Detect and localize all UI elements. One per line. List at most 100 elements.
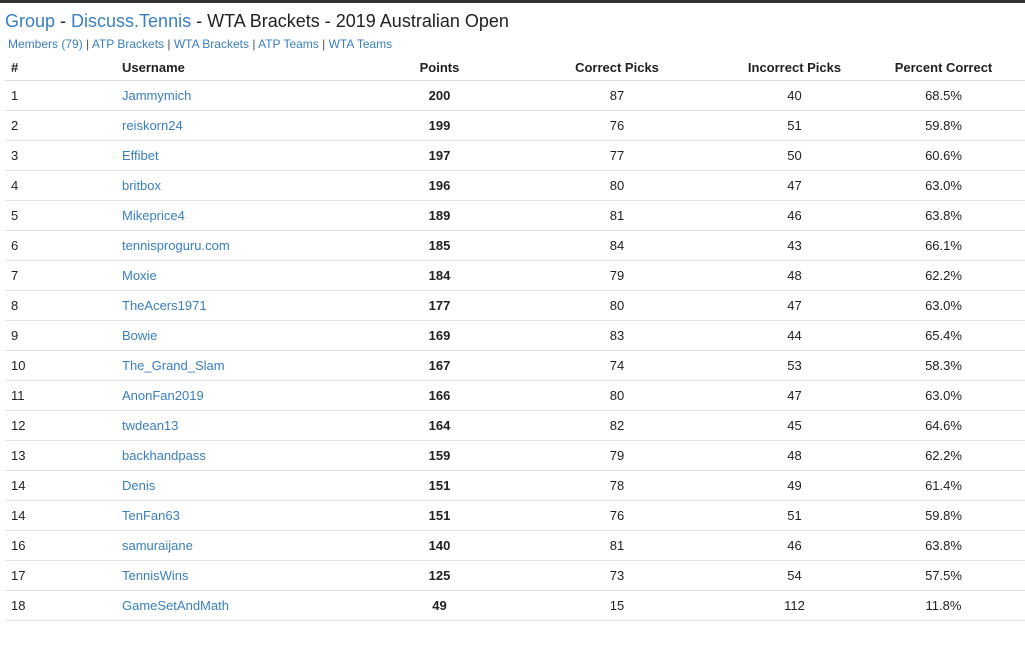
rank-cell: 1	[5, 80, 122, 111]
sub-navigation: Members (79) | ATP Brackets | WTA Bracke…	[8, 37, 1025, 51]
percent-correct-cell: 57.5%	[862, 560, 1025, 591]
username-link[interactable]: Moxie	[122, 268, 157, 283]
percent-correct-cell: 63.8%	[862, 200, 1025, 231]
points-cell: 199	[372, 110, 507, 141]
percent-correct-cell: 61.4%	[862, 470, 1025, 501]
username-link[interactable]: backhandpass	[122, 448, 206, 463]
username-cell: britbox	[122, 170, 372, 201]
members-link[interactable]: Members (79)	[8, 37, 83, 51]
username-link[interactable]: GameSetAndMath	[122, 598, 229, 613]
table-row: 16 samuraijane 140 81 46 63.8%	[5, 530, 1025, 561]
username-link[interactable]: twdean13	[122, 418, 179, 433]
incorrect-picks-cell: 47	[727, 290, 862, 321]
atp-brackets-link[interactable]: ATP Brackets	[91, 37, 165, 51]
percent-correct-cell: 63.0%	[862, 170, 1025, 201]
correct-picks-cell: 79	[507, 260, 727, 291]
username-cell: Bowie	[122, 320, 372, 351]
page-title: Group - Discuss.Tennis - WTA Brackets - …	[5, 10, 1025, 32]
rank-cell: 14	[5, 500, 122, 531]
username-link[interactable]: Bowie	[122, 328, 158, 343]
rank-cell: 4	[5, 170, 122, 201]
rank-cell: 2	[5, 110, 122, 141]
username-link[interactable]: tennisproguru.com	[122, 238, 230, 253]
points-cell: 197	[372, 140, 507, 171]
username-link[interactable]: Effibet	[122, 148, 159, 163]
username-link[interactable]: The_Grand_Slam	[122, 358, 225, 373]
username-cell: samuraijane	[122, 530, 372, 561]
percent-correct-cell: 63.0%	[862, 380, 1025, 411]
incorrect-picks-cell: 48	[727, 260, 862, 291]
column-header-rank: #	[5, 54, 122, 81]
correct-picks-cell: 76	[507, 110, 727, 141]
percent-correct-cell: 68.5%	[862, 80, 1025, 111]
rank-cell: 6	[5, 230, 122, 261]
rank-cell: 13	[5, 440, 122, 471]
nav-divider: |	[318, 37, 329, 51]
username-link[interactable]: samuraijane	[122, 538, 193, 553]
incorrect-picks-cell: 51	[727, 500, 862, 531]
incorrect-picks-cell: 46	[727, 200, 862, 231]
username-link[interactable]: Mikeprice4	[122, 208, 185, 223]
column-header-correct: Correct Picks	[507, 54, 727, 81]
table-row: 18 GameSetAndMath 49 15 112 11.8%	[5, 590, 1025, 621]
wta-teams-link[interactable]: WTA Teams	[328, 37, 393, 51]
correct-picks-cell: 79	[507, 440, 727, 471]
username-cell: AnonFan2019	[122, 380, 372, 411]
points-cell: 125	[372, 560, 507, 591]
table-row: 8 TheAcers1971 177 80 47 63.0%	[5, 290, 1025, 321]
rank-cell: 5	[5, 200, 122, 231]
table-row: 5 Mikeprice4 189 81 46 63.8%	[5, 200, 1025, 231]
rank-cell: 14	[5, 470, 122, 501]
percent-correct-cell: 60.6%	[862, 140, 1025, 171]
username-link[interactable]: reiskorn24	[122, 118, 183, 133]
table-header-row: # Username Points Correct Picks Incorrec…	[5, 54, 1025, 81]
rank-cell: 17	[5, 560, 122, 591]
username-cell: backhandpass	[122, 440, 372, 471]
atp-teams-link[interactable]: ATP Teams	[258, 37, 319, 51]
username-link[interactable]: Denis	[122, 478, 156, 493]
column-header-incorrect: Incorrect Picks	[727, 54, 862, 81]
username-link[interactable]: TennisWins	[122, 568, 189, 583]
table-row: 6 tennisproguru.com 185 84 43 66.1%	[5, 230, 1025, 261]
correct-picks-cell: 73	[507, 560, 727, 591]
username-link[interactable]: AnonFan2019	[122, 388, 204, 403]
correct-picks-cell: 76	[507, 500, 727, 531]
percent-correct-cell: 58.3%	[862, 350, 1025, 381]
table-row: 7 Moxie 184 79 48 62.2%	[5, 260, 1025, 291]
username-cell: Effibet	[122, 140, 372, 171]
site-link[interactable]: Discuss.Tennis	[71, 11, 192, 31]
table-row: 14 TenFan63 151 76 51 59.8%	[5, 500, 1025, 531]
nav-divider: |	[164, 37, 174, 51]
percent-correct-cell: 66.1%	[862, 230, 1025, 261]
username-cell: twdean13	[122, 410, 372, 441]
username-link[interactable]: Jammymich	[122, 88, 192, 103]
rank-cell: 3	[5, 140, 122, 171]
rank-cell: 7	[5, 260, 122, 291]
table-row: 12 twdean13 164 82 45 64.6%	[5, 410, 1025, 441]
column-header-username: Username	[122, 54, 372, 81]
percent-correct-cell: 63.0%	[862, 290, 1025, 321]
username-cell: Denis	[122, 470, 372, 501]
correct-picks-cell: 81	[507, 530, 727, 561]
username-link[interactable]: britbox	[122, 178, 162, 193]
username-link[interactable]: TenFan63	[122, 508, 180, 523]
incorrect-picks-cell: 45	[727, 410, 862, 441]
column-header-percent: Percent Correct	[862, 54, 1025, 81]
nav-divider: |	[248, 37, 259, 51]
incorrect-picks-cell: 53	[727, 350, 862, 381]
group-link[interactable]: Group	[5, 11, 56, 31]
points-cell: 185	[372, 230, 507, 261]
username-cell: TenFan63	[122, 500, 372, 531]
title-text: - WTA Brackets - 2019 Australian Open	[191, 11, 509, 31]
points-cell: 140	[372, 530, 507, 561]
username-cell: Moxie	[122, 260, 372, 291]
correct-picks-cell: 87	[507, 80, 727, 111]
points-cell: 169	[372, 320, 507, 351]
wta-brackets-link[interactable]: WTA Brackets	[173, 37, 249, 51]
username-cell: Jammymich	[122, 80, 372, 111]
username-cell: Mikeprice4	[122, 200, 372, 231]
points-cell: 200	[372, 80, 507, 111]
username-link[interactable]: TheAcers1971	[122, 298, 207, 313]
incorrect-picks-cell: 40	[727, 80, 862, 111]
correct-picks-cell: 15	[507, 590, 727, 621]
